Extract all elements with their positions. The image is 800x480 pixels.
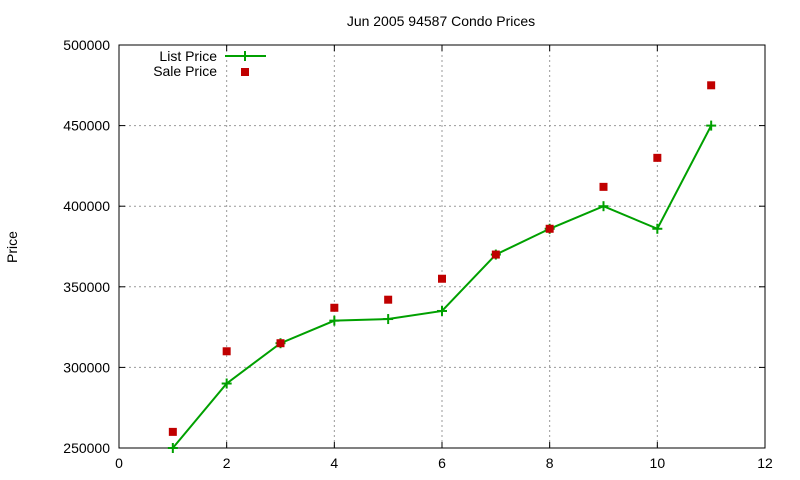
legend-swatch-sale-square (241, 68, 249, 76)
x-tick-label: 12 (757, 455, 773, 471)
y-tick-label: 400000 (63, 198, 110, 214)
x-tick-label: 0 (115, 455, 123, 471)
grid (119, 45, 765, 448)
x-tick-label: 4 (330, 455, 338, 471)
list-price-point (383, 314, 394, 325)
sale-price-point (168, 427, 177, 436)
legend-label-sale-price: Sale Price (153, 63, 217, 79)
chart-title: Jun 2005 94587 Condo Prices (347, 13, 535, 29)
sale-price-point (599, 182, 608, 191)
sale-price-point (653, 153, 662, 162)
y-tick-label: 300000 (63, 359, 110, 375)
y-tick-label: 500000 (63, 37, 110, 53)
list-price-point (598, 201, 609, 212)
x-tick-label: 6 (438, 455, 446, 471)
list-price-point (437, 305, 447, 316)
y-tick-label: 250000 (63, 440, 110, 456)
sale-price-point (276, 339, 285, 348)
list-price-point (329, 315, 340, 326)
x-tick-label: 2 (223, 455, 231, 471)
list-price-point (706, 120, 717, 131)
sale-price-point (438, 274, 446, 283)
list-price-point (167, 443, 178, 453)
y-axis-label: Price (4, 231, 20, 263)
x-tick-label: 10 (650, 455, 666, 471)
list-price-point (221, 378, 232, 389)
sale-price-point (384, 295, 393, 304)
sale-price-point (707, 81, 716, 90)
axis-ticks: 0 2 4 6 8 10 12 250000 300000 350000 400000 450000 5… (63, 37, 773, 471)
list-price-point (652, 223, 663, 234)
x-tick-label: 8 (546, 455, 554, 471)
sale-price-point (545, 224, 554, 233)
sale-price-point (222, 347, 231, 356)
y-tick-label: 450000 (63, 118, 110, 134)
legend-label-list-price: List Price (159, 48, 217, 64)
sale-price-point (330, 303, 339, 312)
series-layer (167, 81, 717, 453)
y-tick-label: 350000 (63, 279, 110, 295)
sale-price-point (491, 250, 500, 259)
